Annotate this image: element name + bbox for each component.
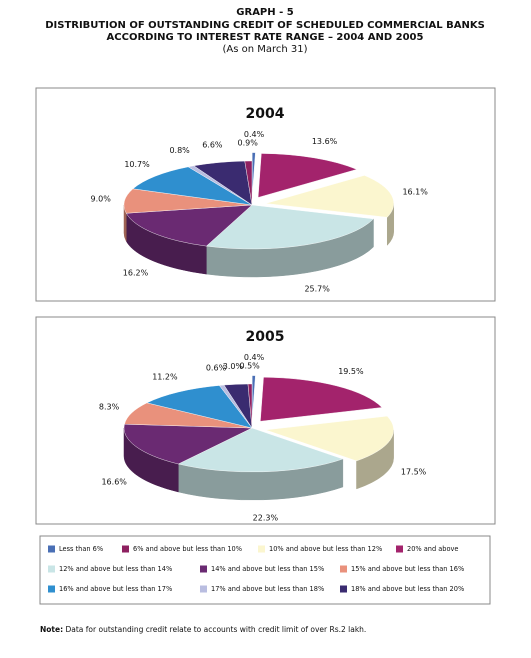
legend-swatch [258,545,265,553]
data-label: 25.7% [304,285,330,294]
legend-label: Less than 6% [59,545,103,553]
legend-swatch [340,565,347,573]
title-line: DISTRIBUTION OF OUTSTANDING CREDIT OF SC… [45,20,485,31]
chart-title: 2004 [246,106,285,122]
data-label: 0.8% [169,146,190,155]
data-label: 16.2% [123,268,149,277]
legend-label: 14% and above but less than 15% [211,565,324,573]
data-label: 8.3% [99,402,120,411]
slice [247,383,253,429]
legend-label: 18% and above but less than 20% [351,585,464,593]
data-label: 10.7% [124,160,150,169]
legend-label: 10% and above but less than 12% [269,545,382,553]
legend-label: 20% and above [407,545,458,553]
chart-title: 2005 [246,329,285,345]
data-label: 0.5% [239,362,260,371]
legend-swatch [48,565,55,573]
legend-swatch [340,585,347,593]
data-label: 0.4% [244,130,265,139]
data-label: 19.5% [338,367,364,376]
slice [251,375,256,420]
slice [146,385,253,429]
data-label: 0.4% [244,353,265,362]
data-label: 6.6% [202,141,223,150]
data-label: 17.5% [401,468,427,477]
legend-swatch [200,565,207,573]
slice [123,423,253,465]
legend-swatch [396,545,403,553]
data-label: 0.9% [238,139,259,148]
subtitle: (As on March 31) [222,44,307,55]
note: Note: Data for outstanding credit relate… [40,625,366,634]
slice [132,166,253,206]
slice [257,153,358,198]
data-label: 16.1% [402,188,428,197]
legend-swatch [48,585,55,593]
legend-label: 17% and above but less than 18% [211,585,324,593]
slice [177,427,344,473]
slice [251,152,256,197]
data-label: 16.6% [101,478,127,487]
slice [265,175,394,218]
legend-label: 6% and above but less than 10% [133,545,242,553]
slice [125,204,253,247]
slice [265,415,394,462]
slice [244,160,253,206]
legend-label: 15% and above but less than 16% [351,565,464,573]
data-label: 0.6% [206,363,227,372]
data-label: 3.0% [223,362,244,371]
title-line: ACCORDING TO INTEREST RATE RANGE – 2004 … [107,32,424,43]
graph-number: GRAPH - 5 [236,7,293,18]
slice [205,204,374,250]
note-text: Data for outstanding credit relate to ac… [66,625,367,634]
data-label: 13.6% [312,137,338,146]
legend-swatch [200,585,207,593]
note-label: Note: [40,625,63,634]
slice [260,377,383,422]
legend-swatch [122,545,129,553]
data-label: 11.2% [152,373,178,382]
legend-swatch [48,545,55,553]
data-label: 22.3% [253,513,279,522]
legend-label: 12% and above but less than 14% [59,565,172,573]
data-label: 9.0% [91,195,112,204]
legend-label: 16% and above but less than 17% [59,585,172,593]
